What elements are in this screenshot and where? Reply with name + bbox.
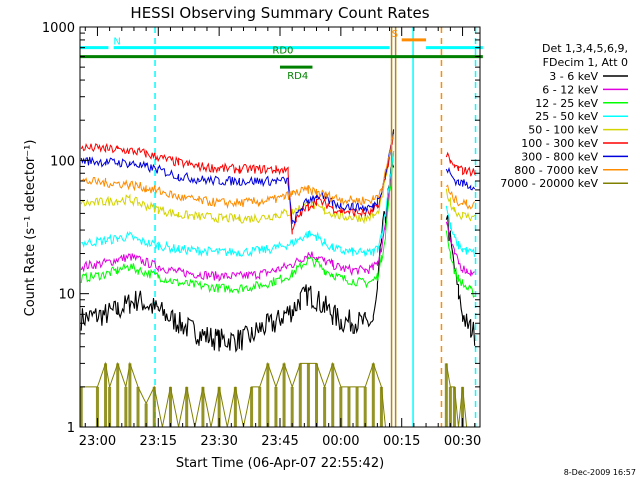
- x-axis-label: Start Time (06-Apr-07 22:55:42): [176, 456, 384, 471]
- series-1: [80, 150, 475, 282]
- series-8-bar-32: [339, 386, 343, 427]
- series-8-bar-36: [371, 363, 375, 427]
- legend-label-3: 25 - 50 keV: [535, 110, 598, 123]
- series-8-bar-21: [250, 386, 254, 427]
- plot-area: N S RD0 RD4: [79, 27, 483, 428]
- series-6: [80, 129, 476, 225]
- series-line-0: [80, 161, 476, 353]
- legend-header-line-2: FDecim 1, Att 0: [543, 56, 628, 69]
- chart-title: HESSI Observing Summary Count Rates: [130, 4, 429, 22]
- series-8-bar-29: [315, 363, 319, 427]
- legend-label-4: 50 - 100 keV: [528, 124, 598, 137]
- series-line-7: [81, 134, 476, 210]
- series-8-bar-24: [274, 386, 278, 427]
- legend: Det 1,3,4,5,6,9, FDecim 1, Att 0 3 - 6 k…: [500, 42, 628, 190]
- series-2: [80, 151, 476, 298]
- series-8-bar-17: [217, 386, 221, 427]
- series-7: [81, 134, 476, 210]
- y-tick-label-0: 1: [67, 421, 75, 436]
- series-8-bar-1: [95, 386, 99, 427]
- y-axis: 1 10 100 1000: [42, 21, 480, 436]
- x-tick-label-5: 00:15: [383, 434, 420, 449]
- series-line-5: [80, 132, 476, 235]
- series-8-bar-25: [282, 363, 286, 427]
- y-axis-label: Count Rate (s⁻¹ detector⁻¹): [23, 140, 38, 317]
- series-8-bar-0: [79, 386, 83, 427]
- series-5: [80, 132, 476, 235]
- series-8-bar-42: [444, 363, 448, 427]
- y-tick-label-3: 1000: [42, 21, 75, 36]
- series-8-bar-13: [185, 386, 189, 427]
- series-8-bar-22: [258, 386, 262, 427]
- series-8-bar-4: [116, 363, 120, 427]
- series-line-4: [80, 129, 476, 225]
- series-8-bar-6: [128, 363, 132, 427]
- legend-label-0: 3 - 6 keV: [549, 70, 598, 83]
- series-8-bar-35: [363, 386, 367, 427]
- series-8-bar-46: [461, 386, 465, 427]
- series-8-bar-5: [124, 386, 128, 427]
- series-3: [81, 150, 476, 258]
- series-0: [80, 161, 476, 353]
- series-8-bar-26: [290, 386, 294, 427]
- annotation-label-4: RD0: [272, 46, 293, 57]
- legend-header-line-1: Det 1,3,4,5,6,9,: [542, 42, 628, 55]
- footer-date: 8-Dec-2009 16:57: [564, 468, 636, 477]
- legend-label-8: 7000 - 20000 keV: [500, 177, 598, 190]
- legend-label-2: 12 - 25 keV: [535, 97, 598, 110]
- series-line-2: [80, 151, 476, 298]
- annotation-label-0: N: [113, 37, 120, 48]
- series-8: [79, 361, 475, 428]
- series-8-bar-9: [152, 386, 156, 427]
- series-8-bar-43: [448, 386, 452, 427]
- series-8-bar-33: [347, 386, 351, 427]
- annotation-label-2: S: [392, 29, 398, 40]
- series-8-bar-31: [331, 363, 335, 427]
- series-8-bar-28: [306, 363, 310, 427]
- series-8-bar-8: [144, 403, 148, 427]
- annotation-label-5: RD4: [287, 71, 308, 82]
- series-line-6: [80, 129, 476, 225]
- legend-label-5: 100 - 300 keV: [521, 137, 598, 150]
- legend-label-6: 300 - 800 keV: [521, 150, 598, 163]
- series-8-bar-2: [104, 363, 108, 427]
- series-8-bar-7: [136, 386, 140, 427]
- y-tick-label-2: 100: [50, 154, 75, 169]
- x-tick-label-4: 00:00: [322, 434, 359, 449]
- x-tick-label-2: 23:30: [200, 434, 237, 449]
- series-8-bar-27: [298, 363, 302, 427]
- y-tick-label-1: 10: [58, 288, 75, 303]
- legend-label-7: 800 - 7000 keV: [514, 164, 598, 177]
- series-8-bar-23: [266, 363, 270, 427]
- series-8-bar-37: [379, 386, 383, 427]
- legend-label-1: 6 - 12 keV: [542, 83, 598, 96]
- series-8-bar-19: [233, 386, 237, 427]
- x-tick-label-3: 23:45: [261, 434, 298, 449]
- series-line-3: [81, 150, 476, 258]
- series-line-1: [80, 150, 475, 282]
- series-8-bar-44: [452, 386, 456, 427]
- x-tick-label-1: 23:15: [140, 434, 177, 449]
- series-8-bar-30: [323, 386, 327, 427]
- x-tick-label-6: 00:30: [444, 434, 481, 449]
- series-8-bar-3: [108, 386, 112, 427]
- x-axis: 23:00 23:15 23:30 23:45 00:00 00:15 00:30: [79, 27, 481, 449]
- series-8-bar-34: [355, 386, 359, 427]
- series-4: [80, 129, 476, 225]
- series-8-bar-11: [168, 386, 172, 427]
- series-8-bar-15: [201, 386, 205, 427]
- x-tick-label-0: 23:00: [79, 434, 116, 449]
